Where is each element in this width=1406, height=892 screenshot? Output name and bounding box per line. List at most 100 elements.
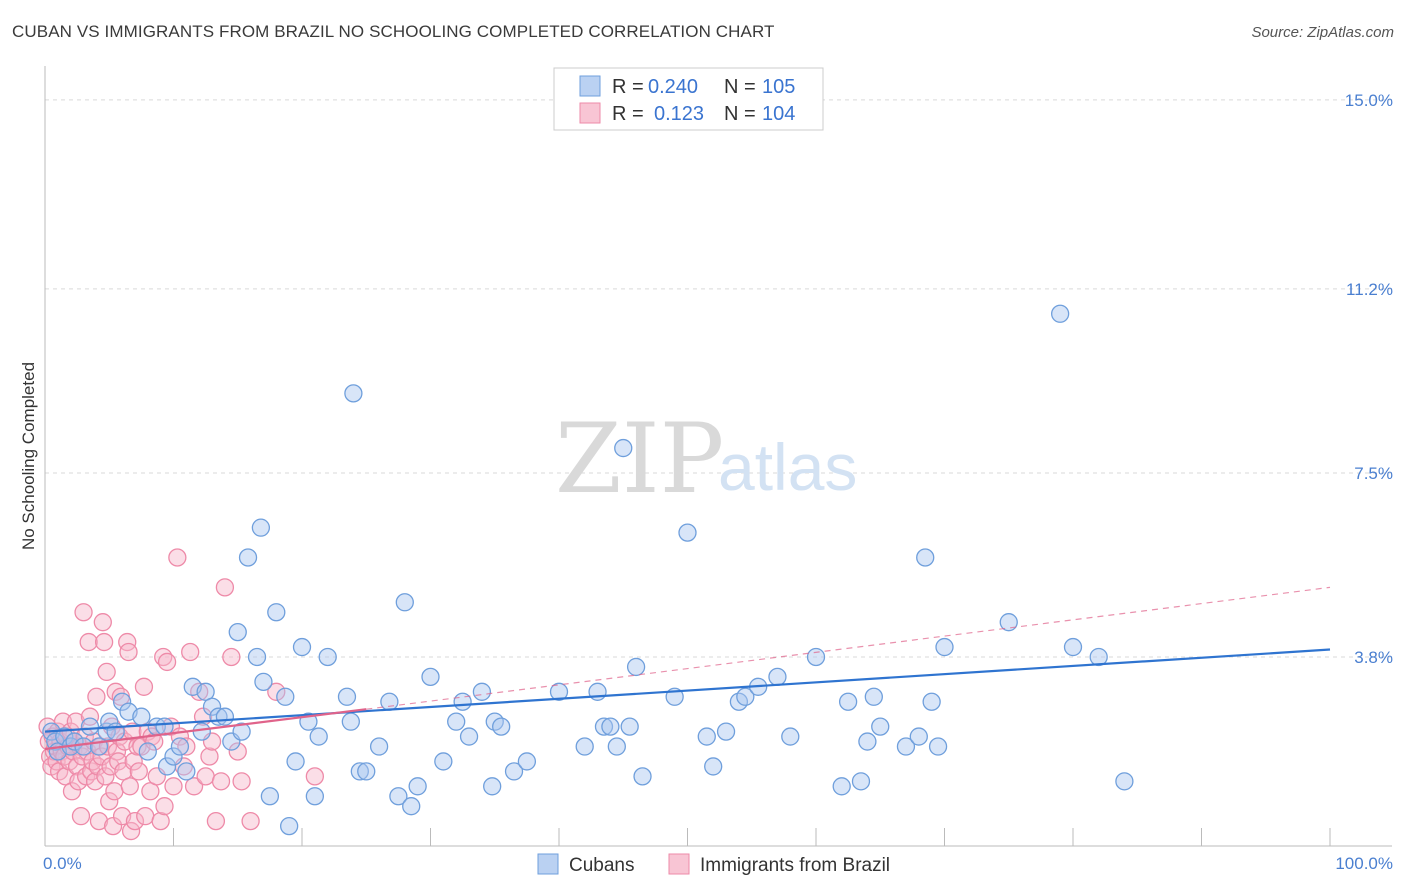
brazil-point-66: [124, 752, 143, 771]
brazil-point-67: [125, 811, 145, 831]
cubans-point-79: [697, 727, 716, 746]
cubans-point-80: [704, 757, 723, 776]
cubans-point-100: [999, 613, 1018, 632]
brazil-point-33: [80, 707, 100, 726]
brazil-point-38: [87, 687, 106, 706]
cubans-point-49: [357, 762, 376, 781]
cubans-point-96: [916, 548, 935, 567]
cubans-point-53: [402, 797, 421, 816]
legend-n-label-cubans: N =: [724, 76, 756, 98]
cubans-point-62: [483, 777, 502, 796]
cubans-point-90: [851, 772, 871, 791]
brazil-point-81: [157, 652, 177, 672]
tick-labels: 3.8% 7.5% 11.2% 15.0% 0.0% 100.0%: [43, 91, 1393, 873]
cubans-point-93: [871, 717, 890, 736]
legend-n-label-brazil: N =: [724, 103, 756, 125]
brazil-point-64: [121, 821, 141, 841]
brazil-point-71: [134, 677, 154, 696]
cubans-point-7: [80, 717, 100, 736]
brazil-point-45: [96, 767, 115, 786]
cubans-point-44: [318, 647, 337, 667]
brazil-point-72: [136, 807, 155, 826]
series-cubans: [42, 304, 1134, 836]
brazil-point-78: [151, 811, 170, 831]
cubans-point-6: [74, 737, 93, 756]
brazil-point-103: [305, 767, 325, 786]
legend-n-value-brazil: 104: [762, 103, 795, 125]
cubans-point-67: [549, 682, 569, 701]
cubans-point-34: [254, 672, 273, 692]
cubans-point-32: [247, 647, 267, 667]
brazil-point-37: [85, 772, 105, 791]
cubans-point-65: [504, 762, 524, 781]
bottom-legend-swatch-cubans: [537, 853, 559, 875]
brazil-point-44: [94, 632, 114, 652]
brazil-point-52: [105, 782, 124, 801]
cubans-point-48: [350, 762, 369, 781]
cubans-point-45: [337, 687, 357, 706]
brazil-point-53: [106, 682, 125, 701]
cubans-point-15: [138, 742, 157, 761]
grid: [45, 99, 1392, 658]
cubans-point-71: [601, 717, 620, 736]
cubans-point-10: [100, 712, 119, 731]
brazil-point-69: [129, 762, 148, 781]
y-tick-label-2: 11.2%: [1346, 280, 1393, 299]
watermark-zip: ZIP: [555, 403, 724, 515]
cubans-point-19: [164, 747, 183, 766]
cubans-point-29: [228, 622, 247, 642]
axes: [44, 66, 1392, 847]
cubans-point-35: [260, 787, 280, 806]
brazil-point-88: [181, 642, 200, 662]
cubans-point-102: [1063, 637, 1083, 657]
brazil-point-76: [145, 732, 164, 751]
bottom-legend-swatch-brazil: [668, 853, 690, 875]
cubans-point-91: [858, 732, 877, 751]
cubans-point-92: [864, 687, 883, 706]
cubans-point-25: [202, 697, 222, 716]
y-tick-label-0: 3.8%: [1354, 648, 1393, 667]
cubans-point-14: [132, 707, 151, 726]
cubans-point-87: [806, 647, 826, 667]
cubans-point-20: [170, 737, 190, 756]
y-tick-label-1: 7.5%: [1354, 464, 1393, 483]
cubans-point-78: [678, 523, 697, 542]
legend-swatch-cubans: [579, 75, 601, 97]
legend-n-value-cubans: 105: [762, 76, 795, 98]
y-tick-label-3: 15.0%: [1345, 91, 1393, 110]
cubans-point-66: [517, 752, 537, 771]
cubans-point-52: [389, 787, 408, 806]
brazil-point-55: [109, 752, 128, 771]
y-axis-title: No Schooling Completed: [19, 362, 38, 550]
cubans-point-51: [380, 692, 399, 711]
trend-line-cubans: [44, 648, 1331, 733]
brazil-point-99: [228, 742, 247, 761]
cubans-point-31: [238, 548, 258, 567]
cubans-point-50: [369, 737, 389, 756]
cubans-point-58: [447, 712, 466, 731]
bottom-legend-label-brazil: Immigrants from Brazil: [700, 855, 890, 876]
brazil-point-96: [211, 772, 231, 791]
brazil-point-93: [200, 747, 219, 766]
brazil-point-19: [62, 782, 82, 801]
trend-lines: [44, 586, 1331, 751]
brazil-point-101: [241, 811, 260, 831]
cubans-point-64: [492, 717, 511, 736]
legend-swatch-brazil: [579, 102, 601, 124]
brazil-point-102: [267, 682, 286, 701]
cubans-point-3: [55, 727, 74, 746]
cubans-point-68: [575, 737, 594, 756]
cubans-point-73: [614, 438, 633, 458]
brazil-point-26: [71, 807, 91, 826]
cubans-point-56: [421, 667, 440, 687]
brazil-point-39: [88, 757, 107, 776]
cubans-point-60: [459, 727, 479, 746]
brazil-point-87: [177, 737, 196, 756]
brazil-point-32: [79, 632, 98, 652]
x-tick-label-1: 100.0%: [1335, 854, 1393, 873]
cubans-point-18: [157, 757, 177, 776]
cubans-point-88: [832, 777, 851, 796]
cubans-point-86: [781, 727, 800, 746]
chart-title: CUBAN VS IMMIGRANTS FROM BRAZIL NO SCHOO…: [12, 22, 775, 41]
cubans-point-40: [292, 637, 312, 657]
